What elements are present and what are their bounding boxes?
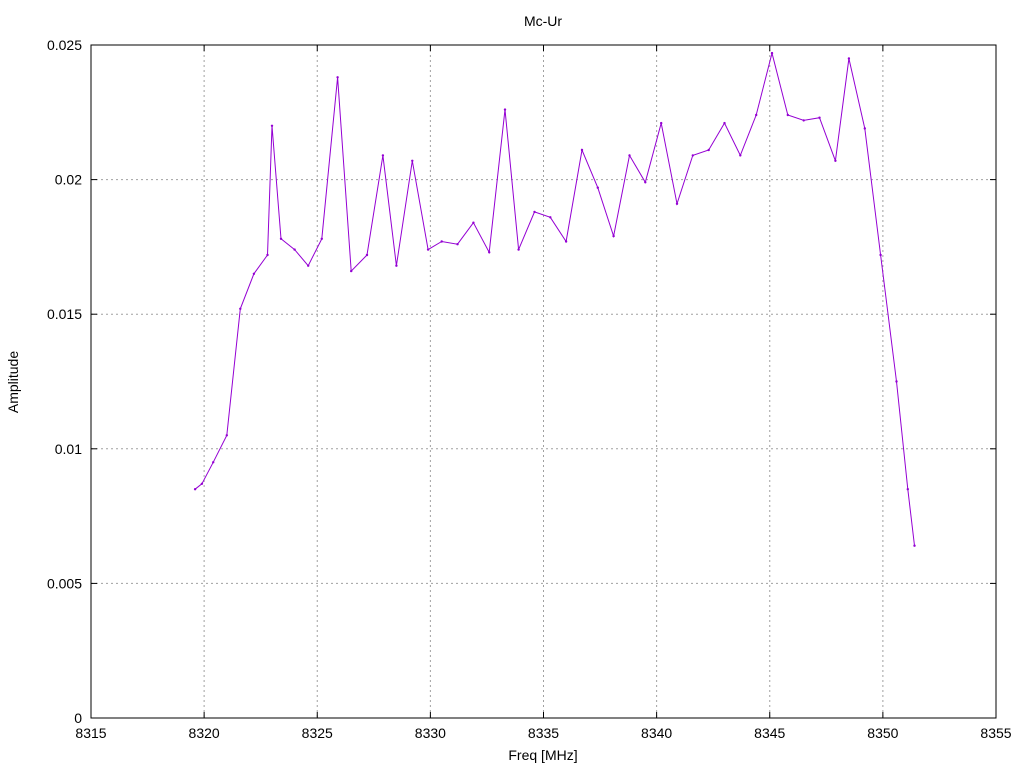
x-axis-label: Freq [MHz] [508,747,577,763]
x-tick-label: 8345 [754,725,785,741]
data-point [549,216,552,219]
data-point [564,240,568,243]
data-point [818,116,821,119]
data-point [863,127,866,130]
x-axis: 8315 8320 8325 8330 8335 8340 8345 8350 8355 [75,45,1012,741]
data-point [802,119,805,122]
data-point [336,76,339,79]
data-point [279,237,283,240]
data-point [266,253,269,257]
data-point [847,57,851,60]
x-tick-label: 8340 [641,725,672,741]
data-point [411,159,414,162]
data-point [365,253,369,257]
data-point [723,121,726,125]
data-point [193,488,197,491]
x-tick-label: 8350 [867,725,898,741]
data-point [596,186,599,189]
data-point [786,113,789,117]
x-tick-label: 8325 [302,725,333,741]
y-tick-label: 0 [74,710,82,726]
x-tick-label: 8315 [75,725,106,741]
data-point [628,154,631,157]
data-point [472,221,475,224]
data-point [488,251,491,254]
data-point [293,248,296,251]
data-point [895,380,898,383]
data-point [320,237,323,240]
data-point [456,243,459,246]
data-point [739,154,742,157]
grid-lines [91,45,996,718]
chart-title: Mc-Ur [524,13,562,29]
data-point [612,234,615,238]
data-point [906,488,909,491]
series-layer [193,51,916,547]
data-point [225,434,228,437]
data-point [270,124,274,128]
data-point [879,253,882,257]
data-point [503,108,507,111]
data-point [913,544,916,547]
data-point [307,264,310,267]
y-tick-label: 0.025 [47,37,82,53]
data-point [212,461,215,464]
data-point [675,202,679,205]
data-point [252,272,256,275]
y-axis: 0 0.005 0.01 0.015 0.02 0.025 [47,37,996,726]
data-point [691,154,694,157]
data-point [426,248,430,251]
y-tick-label: 0.005 [47,575,82,591]
data-point [770,51,774,55]
data-point [381,154,385,157]
data-point [644,181,647,184]
data-point [395,264,398,267]
y-tick-label: 0.01 [55,441,82,457]
data-point [350,269,353,273]
data-point [660,121,663,125]
x-tick-label: 8320 [189,725,220,741]
data-point [755,113,758,117]
data-point [440,240,443,243]
x-tick-label: 8355 [980,725,1011,741]
data-point [834,159,837,162]
data-point [580,148,584,152]
data-point [533,210,536,214]
y-tick-label: 0.02 [55,172,82,188]
data-point [707,148,710,152]
x-tick-label: 8335 [528,725,559,741]
y-tick-label: 0.015 [47,306,82,322]
x-tick-label: 8330 [415,725,446,741]
data-point [239,307,242,310]
data-point [200,482,204,485]
data-point [517,248,520,251]
y-axis-label: Amplitude [5,351,21,413]
